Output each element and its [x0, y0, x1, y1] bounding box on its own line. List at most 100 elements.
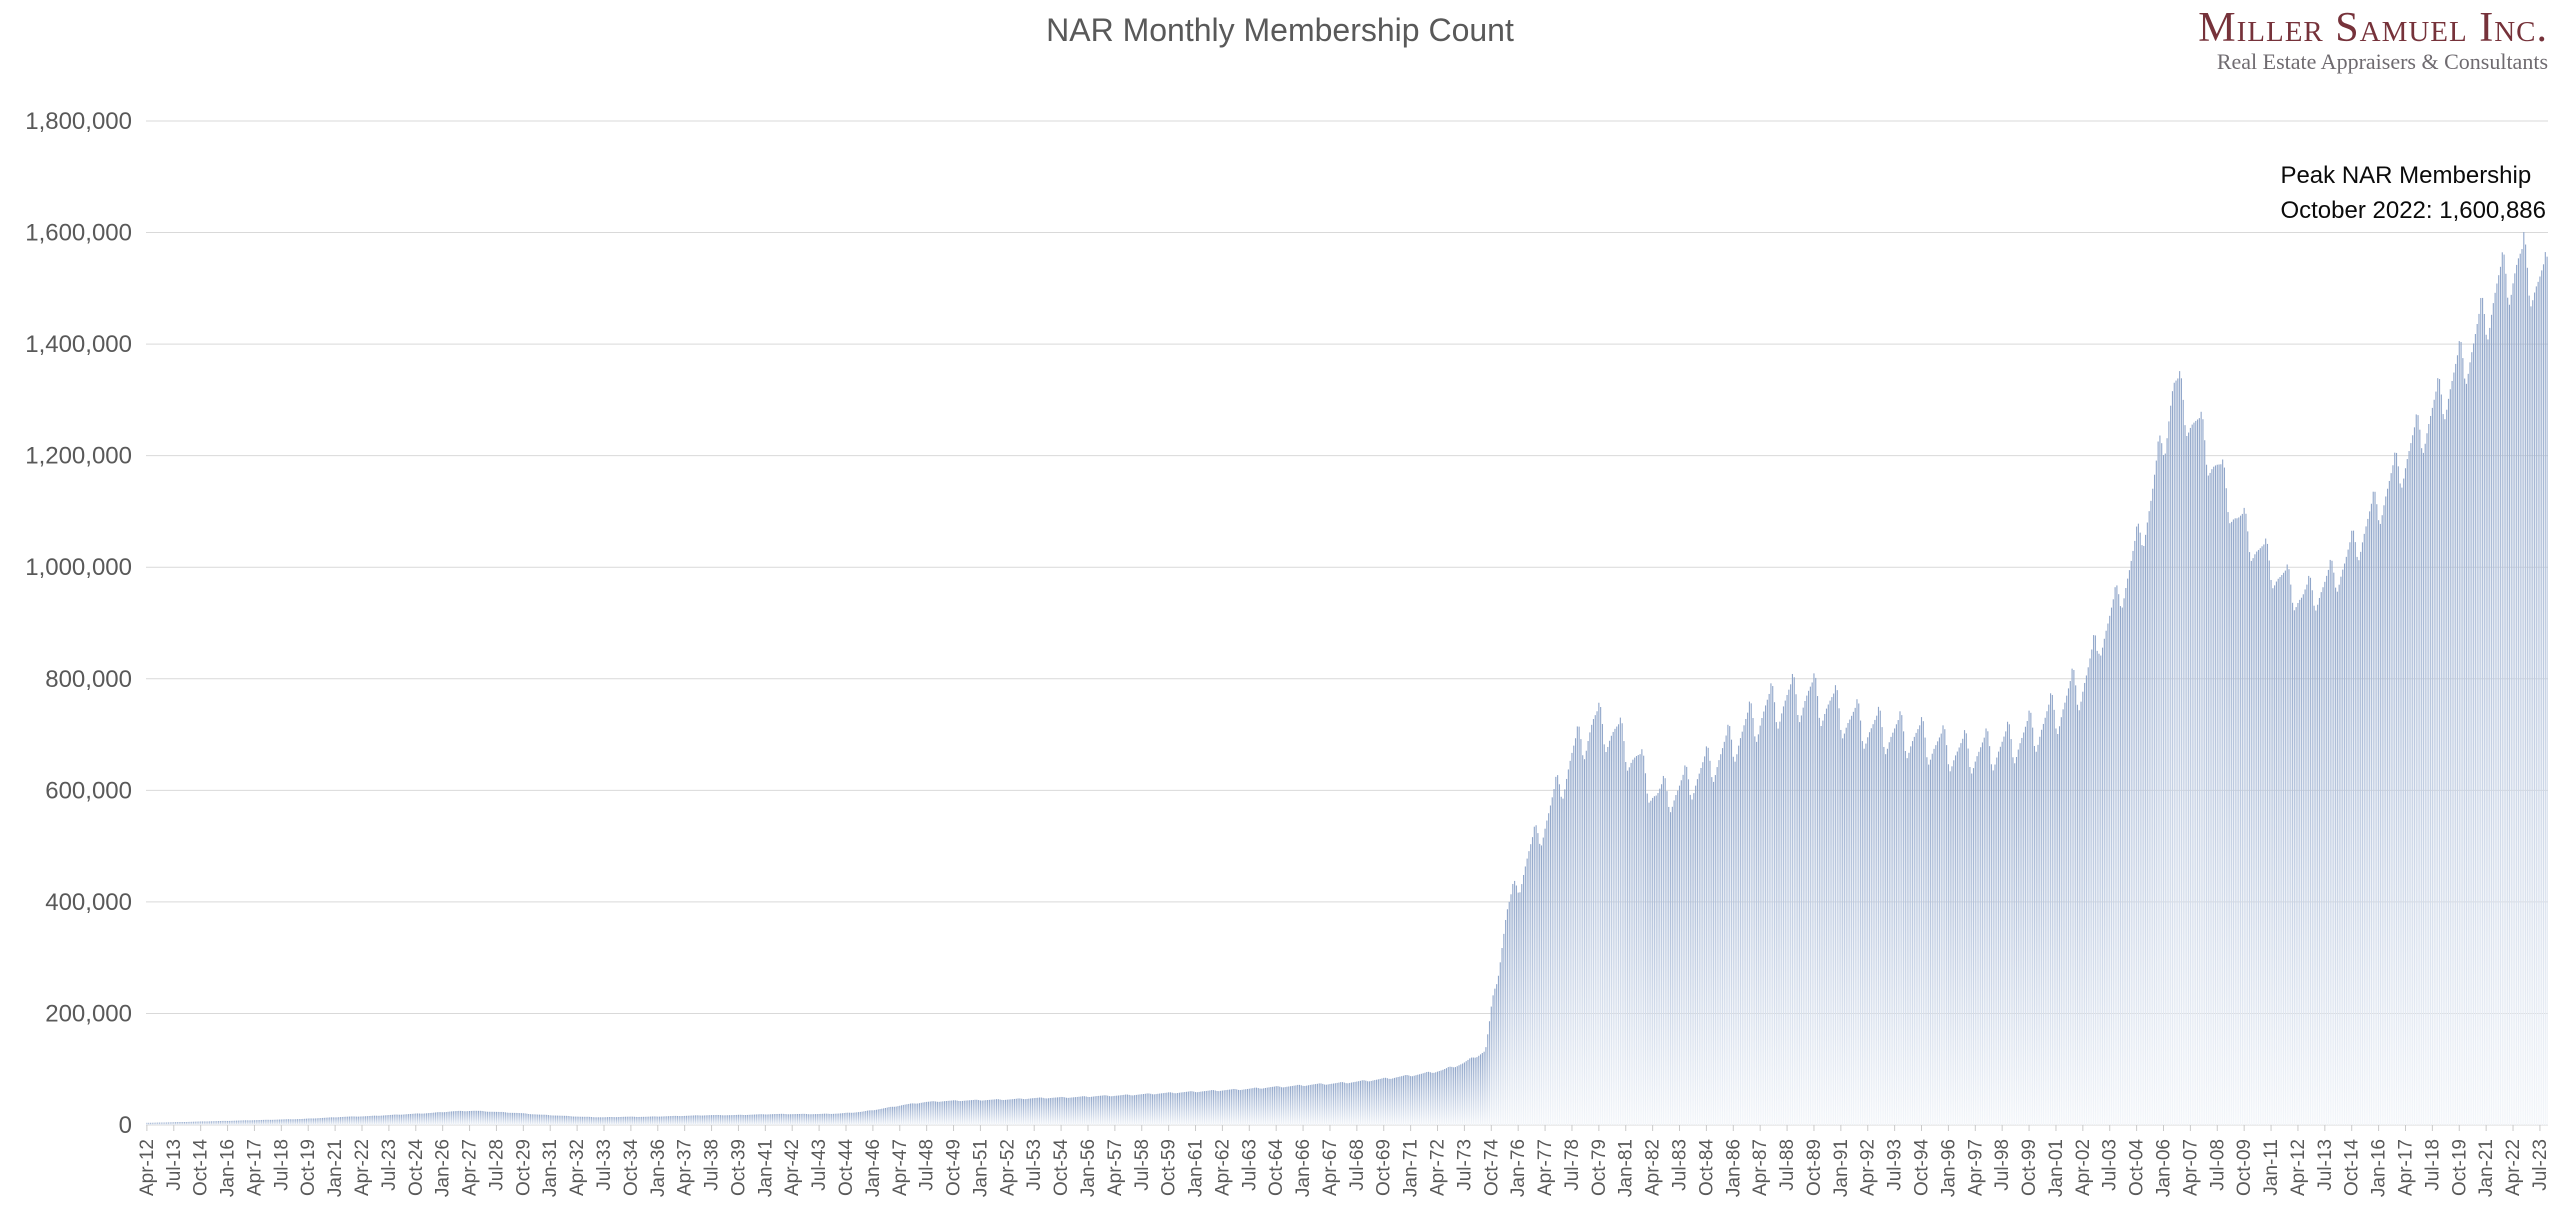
- bar: [1750, 703, 1752, 1125]
- bar: [1336, 1082, 1338, 1125]
- x-tick-label: Oct-69: [1374, 1139, 1395, 1196]
- bar: [1704, 756, 1706, 1125]
- bar: [960, 1101, 962, 1125]
- x-tick-label: Oct-29: [513, 1139, 534, 1196]
- bar: [1989, 746, 1991, 1125]
- bar: [2542, 264, 2545, 1125]
- bar: [1965, 733, 1967, 1125]
- bar: [201, 1121, 204, 1125]
- bar: [2455, 363, 2457, 1125]
- bar: [2150, 500, 2152, 1126]
- bar: [1415, 1075, 1417, 1125]
- bar: [607, 1117, 609, 1125]
- bar: [476, 1110, 478, 1125]
- bar: [241, 1120, 243, 1125]
- bar: [1748, 701, 1750, 1125]
- bar: [531, 1114, 533, 1125]
- bar: [1981, 742, 1984, 1125]
- y-tick-label: 0: [119, 1112, 132, 1139]
- bar: [1510, 894, 1512, 1125]
- bar: [1359, 1080, 1361, 1125]
- bar: [1234, 1088, 1236, 1125]
- bar: [273, 1119, 275, 1125]
- bar: [512, 1112, 514, 1125]
- bar: [967, 1100, 969, 1125]
- x-tick-label: Jan-36: [648, 1139, 669, 1197]
- bar: [895, 1106, 897, 1125]
- bar: [583, 1116, 585, 1125]
- bar: [381, 1115, 383, 1125]
- bar: [816, 1114, 818, 1125]
- bar: [1863, 748, 1865, 1125]
- bar: [1634, 757, 1636, 1125]
- bar: [1978, 751, 1980, 1125]
- bar: [1289, 1086, 1292, 1125]
- bar: [1449, 1066, 1451, 1125]
- bar: [1618, 724, 1620, 1125]
- bar: [1316, 1083, 1318, 1125]
- bar: [1155, 1094, 1157, 1125]
- bar: [384, 1115, 386, 1125]
- bar: [2442, 414, 2444, 1125]
- bar: [1951, 766, 1953, 1125]
- bar: [2347, 549, 2349, 1125]
- bar: [1417, 1074, 1419, 1125]
- bar: [1187, 1091, 1189, 1125]
- bar: [313, 1118, 315, 1125]
- bar: [1270, 1087, 1272, 1125]
- bar: [721, 1115, 723, 1125]
- bar: [2532, 300, 2534, 1125]
- bar: [985, 1100, 987, 1125]
- bar: [1793, 677, 1795, 1125]
- bar: [2530, 306, 2532, 1125]
- bar: [1442, 1069, 1444, 1125]
- bar: [1834, 685, 1837, 1125]
- bar: [1637, 755, 1639, 1125]
- y-tick-label: 800,000: [45, 666, 132, 693]
- bar: [1164, 1092, 1166, 1125]
- bar: [2381, 515, 2383, 1125]
- bar: [2480, 297, 2482, 1126]
- bar: [567, 1115, 569, 1125]
- bar: [745, 1115, 747, 1125]
- bar: [146, 1122, 148, 1125]
- bar: [757, 1114, 759, 1125]
- bar: [825, 1113, 827, 1125]
- bar: [522, 1113, 524, 1125]
- bar: [1126, 1094, 1128, 1125]
- bar: [2299, 599, 2301, 1125]
- bar: [610, 1117, 612, 1125]
- bar: [1388, 1078, 1390, 1125]
- bar: [1689, 794, 1691, 1125]
- bar: [691, 1115, 693, 1125]
- bar: [854, 1112, 856, 1125]
- x-tick-label: Jan-76: [1508, 1139, 1529, 1197]
- bar: [1047, 1098, 1050, 1125]
- bar: [451, 1111, 453, 1125]
- bar: [605, 1117, 607, 1125]
- bar: [705, 1115, 707, 1125]
- bar: [1073, 1097, 1075, 1125]
- bar: [2501, 252, 2503, 1125]
- bar: [1854, 707, 1856, 1125]
- bar: [1322, 1083, 1324, 1125]
- bar: [286, 1119, 288, 1125]
- bar: [1962, 738, 1964, 1125]
- bar: [1610, 735, 1612, 1125]
- bar: [1578, 726, 1580, 1125]
- bar: [149, 1122, 152, 1125]
- bar: [2125, 588, 2127, 1125]
- bar: [1435, 1072, 1437, 1125]
- bar: [2367, 518, 2369, 1125]
- bar: [1105, 1095, 1107, 1125]
- bar: [1711, 777, 1713, 1125]
- bar: [1775, 722, 1777, 1125]
- bar: [1148, 1093, 1150, 1125]
- bar: [1766, 699, 1768, 1125]
- bar: [2503, 254, 2505, 1125]
- bar: [675, 1115, 677, 1125]
- bar: [676, 1115, 679, 1125]
- bar: [1368, 1081, 1370, 1125]
- bar: [1350, 1082, 1353, 1125]
- bar: [2222, 459, 2224, 1125]
